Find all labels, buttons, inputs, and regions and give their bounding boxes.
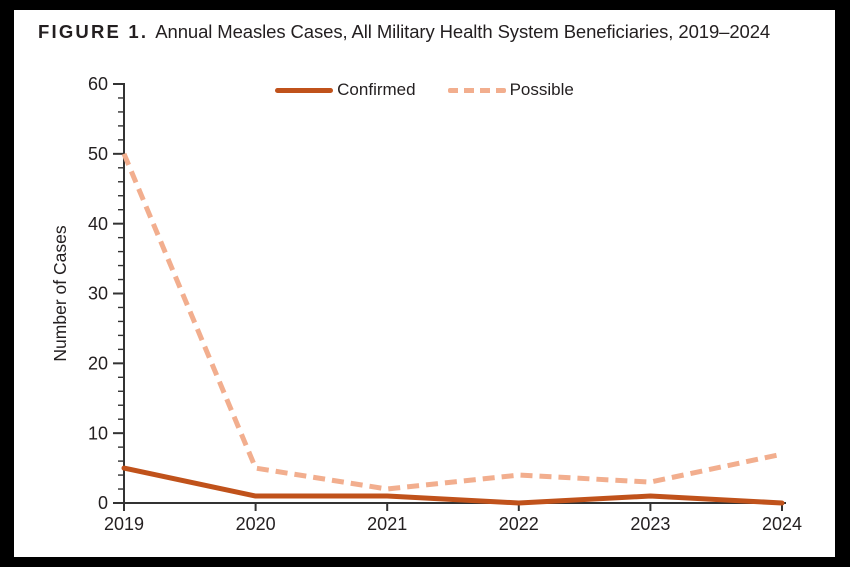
x-tick-label: 2019 — [104, 514, 144, 534]
y-tick-label: 10 — [88, 423, 108, 443]
x-tick-label: 2021 — [367, 514, 407, 534]
y-tick-label: 60 — [88, 74, 108, 94]
possible-series-line — [121, 152, 783, 492]
legend-item-confirmed: Confirmed — [275, 80, 416, 100]
y-tick-label: 30 — [88, 284, 108, 304]
figure-title: FIGURE 1. Annual Measles Cases, All Milit… — [38, 21, 770, 43]
x-tick-label: 2020 — [236, 514, 276, 534]
y-axis-title: Number of Cases — [50, 225, 70, 361]
line-chart: 0 10 20 30 40 50 60 2019 2020 2021 2022 2023 2024 Num… — [50, 74, 802, 534]
legend-label-confirmed: Confirmed — [337, 80, 416, 99]
confirmed-line-swatch — [275, 87, 334, 93]
legend-item-possible: Possible — [447, 80, 574, 100]
possible-line-swatch — [447, 87, 506, 93]
y-tick-label: 0 — [98, 493, 108, 513]
figure-title-text: Annual Measles Cases, All Military Healt… — [155, 21, 771, 42]
y-tick-label: 40 — [88, 214, 108, 234]
x-tick-label: 2024 — [762, 514, 802, 534]
chart-legend: Confirmed Possible — [14, 80, 835, 100]
legend-label-possible: Possible — [509, 80, 574, 99]
x-tick-label: 2022 — [499, 514, 539, 534]
x-tick-label: 2023 — [630, 514, 670, 534]
confirmed-series-line — [121, 465, 785, 506]
y-tick-label: 20 — [88, 354, 108, 374]
y-tick-label: 50 — [88, 144, 108, 164]
figure-number-label: FIGURE 1. — [38, 21, 149, 42]
figure-panel: FIGURE 1. Annual Measles Cases, All Milit… — [14, 10, 835, 557]
